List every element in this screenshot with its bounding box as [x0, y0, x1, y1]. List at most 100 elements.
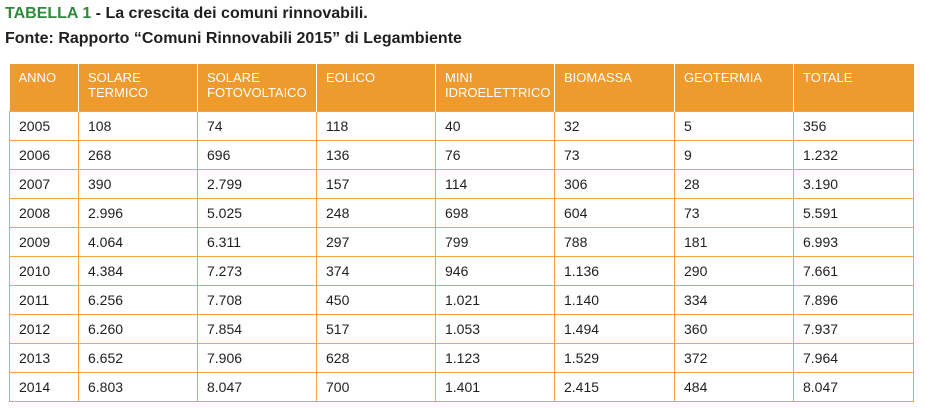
- table-cell: 1.140: [554, 284, 675, 315]
- column-header: TOTALE: [793, 64, 914, 111]
- table-cell: 4.064: [78, 226, 198, 257]
- table-cell: 372: [674, 342, 794, 373]
- table-cell: 1.529: [554, 342, 675, 373]
- column-header: MINI IDROELETTRICO: [435, 64, 555, 111]
- table-cell: 2.415: [554, 371, 675, 402]
- table-cell: 8.047: [793, 371, 914, 402]
- table-cell: 450: [316, 284, 436, 315]
- table-cell: 1.021: [435, 284, 555, 315]
- table-cell: 268: [78, 139, 198, 170]
- table-cell: 1.494: [554, 313, 675, 344]
- year-cell: 2009: [9, 226, 79, 257]
- year-cell: 2008: [9, 197, 79, 228]
- table-cell: 2.996: [78, 197, 198, 228]
- year-cell: 2005: [9, 110, 79, 141]
- table-cell: 484: [674, 371, 794, 402]
- table-cell: 6.260: [78, 313, 198, 344]
- column-header-line: TERMICO: [88, 85, 148, 100]
- year-cell: 2013: [9, 342, 79, 373]
- table-cell: 360: [674, 313, 794, 344]
- table-header-row: ANNO SOLARE TERMICO SOLARE FOTOVOLTAICO EOLIC…: [9, 64, 914, 111]
- table-cell: 6.993: [793, 226, 914, 257]
- column-header-line: ANNO: [18, 70, 57, 85]
- table-row: 2011 6.256 7.708 450 1.021 1.140 334 7.896: [9, 284, 914, 315]
- table-cell: 32: [554, 110, 675, 141]
- table-cell: 73: [554, 139, 675, 170]
- table-cell: 799: [435, 226, 555, 257]
- year-cell: 2014: [9, 371, 79, 402]
- column-header: SOLARE FOTOVOLTAICO: [197, 64, 317, 111]
- table-cell: 7.896: [793, 284, 914, 315]
- column-header-line: TOTALE: [803, 70, 853, 85]
- table-cell: 7.937: [793, 313, 914, 344]
- table-row: 2008 2.996 5.025 248 698 604 73 5.591: [9, 197, 914, 228]
- table-cell: 374: [316, 255, 436, 286]
- table-cell: 7.906: [197, 342, 317, 373]
- column-header-line: SOLARE: [88, 70, 141, 85]
- table-cell: 946: [435, 255, 555, 286]
- table-row: 2005 108 74 118 40 32 5 356: [9, 110, 914, 141]
- column-header: ANNO: [9, 64, 79, 111]
- column-header: EOLICO: [316, 64, 436, 111]
- table-cell: 297: [316, 226, 436, 257]
- table-source: Fonte: Rapporto “Comuni Rinnovabili 2015…: [5, 30, 462, 47]
- table-cell: 6.803: [78, 371, 198, 402]
- table-row: 2006 268 696 136 76 73 9 1.232: [9, 139, 914, 170]
- table-cell: 5: [674, 110, 794, 141]
- table-cell: 7.854: [197, 313, 317, 344]
- table-cell: 1.232: [793, 139, 914, 170]
- table-cell: 7.273: [197, 255, 317, 286]
- table-cell: 6.256: [78, 284, 198, 315]
- table-cell: 28: [674, 168, 794, 199]
- year-cell: 2012: [9, 313, 79, 344]
- table-cell: 40: [435, 110, 555, 141]
- column-header-line: IDROELETTRICO: [445, 85, 551, 100]
- table-cell: 76: [435, 139, 555, 170]
- table-cell: 3.190: [793, 168, 914, 199]
- table-cell: 108: [78, 110, 198, 141]
- table-row: 2007 390 2.799 157 114 306 28 3.190: [9, 168, 914, 199]
- data-table: ANNO SOLARE TERMICO SOLARE FOTOVOLTAICO EOLIC…: [9, 64, 914, 402]
- column-header: SOLARE TERMICO: [78, 64, 198, 111]
- table-cell: 700: [316, 371, 436, 402]
- table-cell: 181: [674, 226, 794, 257]
- table-cell: 334: [674, 284, 794, 315]
- year-cell: 2007: [9, 168, 79, 199]
- table-cell: 8.047: [197, 371, 317, 402]
- table-cell: 6.652: [78, 342, 198, 373]
- table-cell: 1.053: [435, 313, 555, 344]
- table-cell: 73: [674, 197, 794, 228]
- table-cell: 356: [793, 110, 914, 141]
- table-cell: 1.136: [554, 255, 675, 286]
- table-cell: 628: [316, 342, 436, 373]
- table-cell: 1.401: [435, 371, 555, 402]
- table-cell: 4.384: [78, 255, 198, 286]
- year-cell: 2006: [9, 139, 79, 170]
- table-cell: 1.123: [435, 342, 555, 373]
- table-cell: 5.591: [793, 197, 914, 228]
- table-cell: 7.964: [793, 342, 914, 373]
- table-body: 2005 108 74 118 40 32 5 356 2006 268 696 136 76 73 9 1.…: [9, 110, 914, 402]
- table-cell: 7.708: [197, 284, 317, 315]
- table-title: - La crescita dei comuni rinnovabili.: [91, 5, 368, 22]
- table-cell: 306: [554, 168, 675, 199]
- column-header-line: SOLARE: [207, 70, 260, 85]
- table-cell: 114: [435, 168, 555, 199]
- year-cell: 2010: [9, 255, 79, 286]
- column-header-line: FOTOVOLTAICO: [207, 85, 307, 100]
- column-header: BIOMASSA: [554, 64, 675, 111]
- table-cell: 698: [435, 197, 555, 228]
- table-row: 2014 6.803 8.047 700 1.401 2.415 484 8.047: [9, 371, 914, 402]
- table-row: 2010 4.384 7.273 374 946 1.136 290 7.661: [9, 255, 914, 286]
- column-header: GEOTERMIA: [674, 64, 794, 111]
- table-cell: 696: [197, 139, 317, 170]
- table-cell: 517: [316, 313, 436, 344]
- column-header-line: MINI: [445, 70, 473, 85]
- table-cell: 248: [316, 197, 436, 228]
- table-caption: TABELLA 1 - La crescita dei comuni rinno…: [5, 3, 462, 50]
- table-cell: 136: [316, 139, 436, 170]
- table-cell: 9: [674, 139, 794, 170]
- table-cell: 290: [674, 255, 794, 286]
- table-cell: 74: [197, 110, 317, 141]
- table-cell: 788: [554, 226, 675, 257]
